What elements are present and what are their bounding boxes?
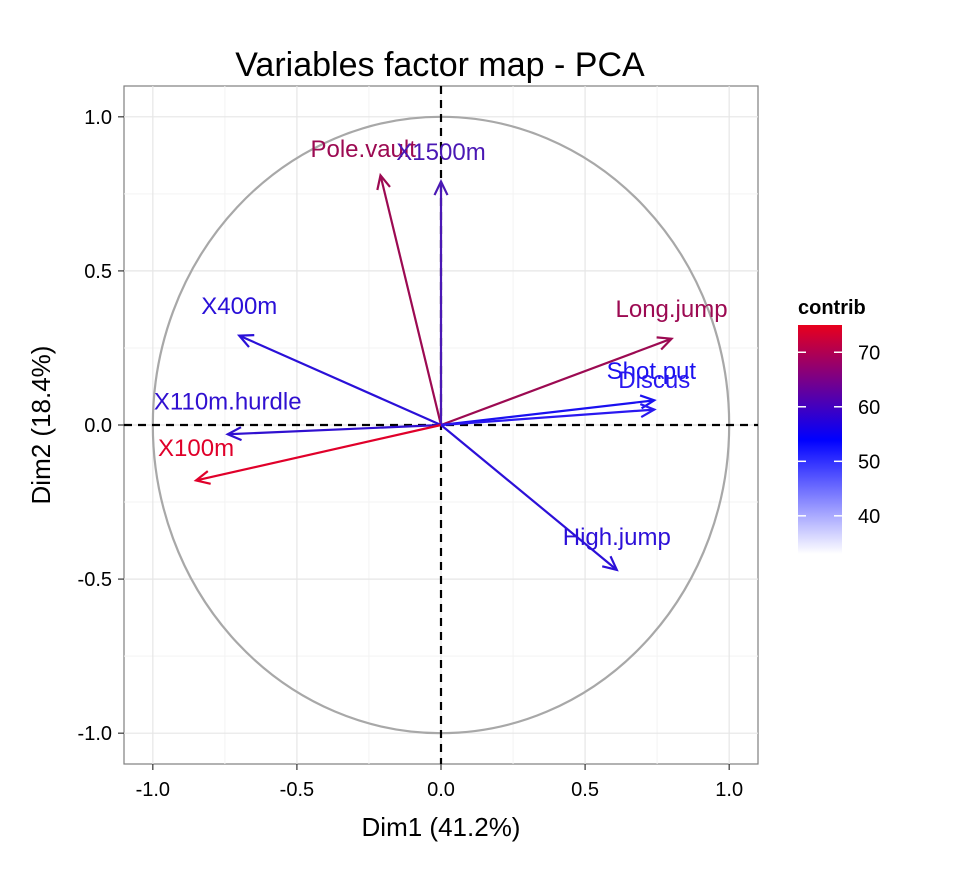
variable-label-x400m: X400m — [201, 293, 277, 320]
arrow-head-long-jump — [656, 336, 674, 351]
legend-tick-label: 40 — [858, 506, 880, 528]
y-tick-label: 1.0 — [84, 107, 112, 129]
x-tick-label: 0.5 — [571, 779, 599, 801]
arrow-x1500m — [433, 179, 449, 425]
contrib-legend: contrib 40 50 60 70 — [798, 297, 880, 554]
arrow-long-jump — [440, 336, 674, 427]
arrow-shaft-high-jump — [440, 424, 618, 571]
arrow-x100m — [193, 423, 442, 485]
arrow-shaft-x400m — [238, 334, 442, 427]
arrow-shaft-discus — [440, 408, 655, 427]
arrow-head-x100m — [193, 470, 211, 485]
arrow-shaft-long-jump — [440, 337, 672, 427]
arrow-discus — [440, 403, 657, 427]
arrow-shaft-x110m-hurdle — [227, 423, 442, 436]
variable-label-x1500m: X1500m — [396, 139, 485, 166]
arrow-high-jump — [440, 424, 619, 572]
x-tick-label: 0.0 — [427, 779, 455, 801]
x-axis-title: Dim1 (41.2%) — [362, 812, 521, 842]
x-tick-label: -0.5 — [280, 779, 314, 801]
x-axis-ticks: -1.0 -0.5 0.0 0.5 1.0 — [136, 764, 743, 801]
variable-label-high-jump: High.jump — [563, 524, 671, 551]
legend-tick-label: 50 — [858, 451, 880, 473]
chart-title: Variables factor map - PCA — [235, 46, 645, 84]
arrow-head-pole-vault — [376, 172, 391, 191]
arrow-x110m-hurdle — [225, 423, 442, 442]
legend-tick-label: 60 — [858, 397, 880, 419]
legend-title: contrib — [798, 297, 866, 319]
x-tick-label: -1.0 — [136, 779, 170, 801]
arrow-shaft-pole-vault — [379, 175, 443, 426]
variable-label-pole-vault: Pole.vault — [310, 136, 416, 163]
y-tick-label: -0.5 — [78, 569, 112, 591]
arrow-shaft-x100m — [195, 423, 442, 482]
x-tick-label: 1.0 — [715, 779, 743, 801]
variable-label-x110m-hurdle: X110m.hurdle — [154, 389, 302, 416]
arrow-shaft-shot-put — [440, 399, 655, 427]
variable-arrows — [193, 172, 674, 572]
arrow-x400m — [236, 334, 442, 427]
arrow-head-discus — [639, 403, 657, 419]
arrow-head-x110m-hurdle — [225, 426, 242, 442]
arrow-head-high-jump — [601, 555, 619, 572]
variable-label-x100m: X100m — [158, 435, 234, 462]
y-tick-label: -1.0 — [78, 723, 112, 745]
y-axis-ticks: 1.0 0.5 0.0 -0.5 -1.0 — [78, 107, 124, 745]
arrow-head-x1500m — [433, 179, 449, 196]
y-tick-label: 0.5 — [84, 261, 112, 283]
variable-label-shot-put: Shot.put — [607, 358, 697, 385]
arrow-pole-vault — [376, 172, 443, 426]
legend-color-bar — [798, 325, 842, 554]
y-tick-label: 0.0 — [84, 415, 112, 437]
legend-ticks: 40 50 60 70 — [798, 342, 880, 528]
variable-label-long-jump: Long.jump — [616, 296, 728, 323]
y-axis-title: Dim2 (18.4%) — [26, 346, 56, 505]
legend-tick-label: 70 — [858, 342, 880, 364]
arrow-head-x400m — [236, 334, 255, 348]
variable-label-discus: Discus — [618, 367, 690, 394]
